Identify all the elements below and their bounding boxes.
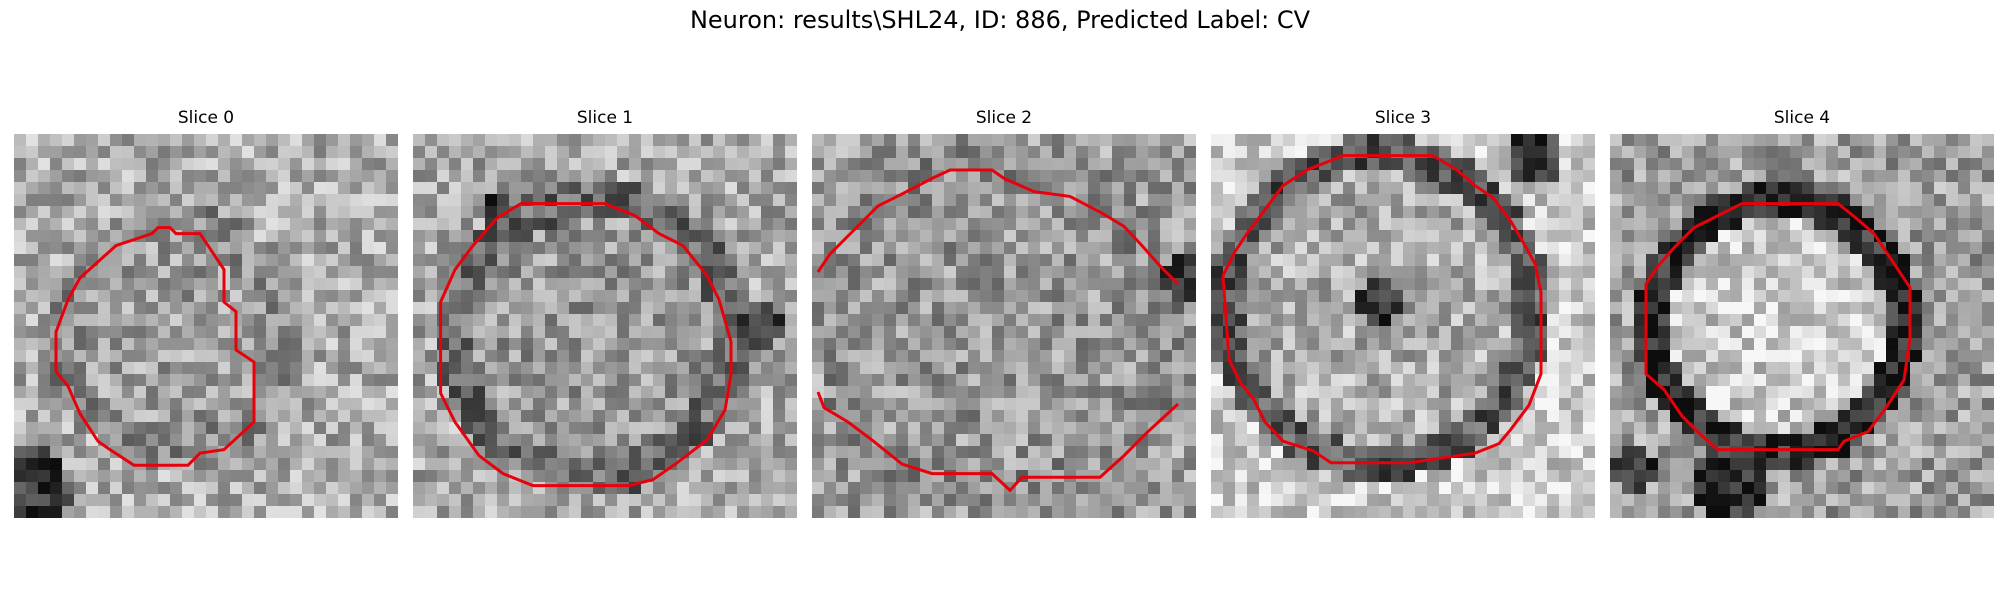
grayscale-pixels — [14, 134, 398, 518]
slice-title: Slice 3 — [1374, 108, 1432, 128]
neuron-contour — [1221, 154, 1543, 465]
slice-image — [812, 134, 1196, 518]
slice-image — [1610, 134, 1994, 518]
neuron-contour — [816, 168, 1180, 286]
slice-title: Slice 0 — [177, 108, 235, 128]
slice-title: Slice 2 — [975, 108, 1033, 128]
slice-image — [14, 134, 398, 518]
neuron-contour — [816, 391, 1180, 493]
slice-title: Slice 4 — [1773, 108, 1831, 128]
slice-panel-0: Slice 0 — [14, 108, 398, 518]
slice-panel-4: Slice 4 — [1610, 108, 1994, 518]
slice-image — [413, 134, 797, 518]
slice-image — [1211, 134, 1595, 518]
grayscale-pixels — [413, 134, 797, 518]
neuron-contour — [439, 202, 733, 488]
slice-panel-3: Slice 3 — [1211, 108, 1595, 518]
grayscale-pixels — [1610, 134, 1994, 518]
slice-panel-1: Slice 1 — [413, 108, 797, 518]
grayscale-pixels — [1211, 134, 1595, 518]
figure-title: Neuron: results\SHL24, ID: 886, Predicte… — [689, 6, 1311, 34]
slice-panel-2: Slice 2 — [812, 108, 1196, 518]
neuron-contour — [1644, 202, 1912, 452]
neuron-contour — [54, 226, 256, 467]
slice-title: Slice 1 — [576, 108, 634, 128]
grayscale-pixels — [812, 134, 1196, 518]
